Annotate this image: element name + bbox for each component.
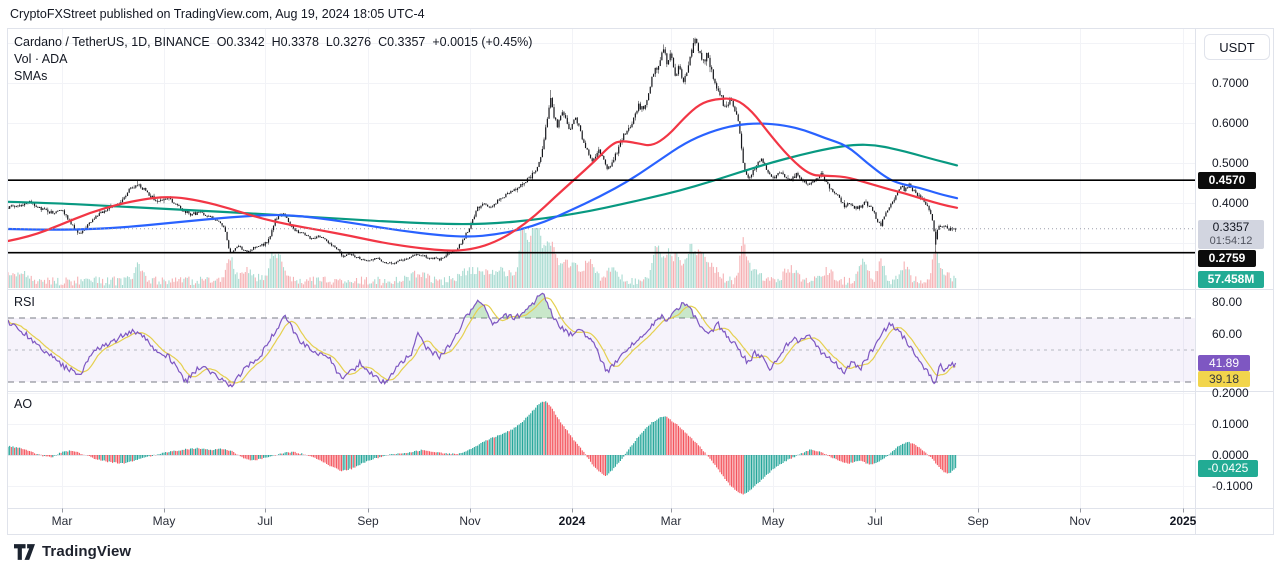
ao-axis-label: 0.0000 xyxy=(1212,448,1249,462)
ao-axis-label: 0.2000 xyxy=(1212,386,1249,400)
rsi-axis-label: 60.00 xyxy=(1212,327,1243,341)
tradingview-logo-text: TradingView xyxy=(42,543,132,560)
time-axis-label: Sep xyxy=(967,514,989,528)
time-axis-label: May xyxy=(152,514,176,528)
time-axis-label: Sep xyxy=(357,514,379,528)
price-axis[interactable]: 0.7000 0.6000 0.5000 0.4000 80.00 60.00 0.2000… xyxy=(1196,28,1274,535)
time-axis-label: Nov xyxy=(1069,514,1091,528)
rsi-axis-label: 80.00 xyxy=(1212,295,1243,309)
tradingview-logo-icon xyxy=(14,543,35,560)
time-axis-label: Mar xyxy=(51,514,73,528)
time-axis[interactable]: Mar May Jul Sep Nov 2024 Mar May Jul Sep Nov 2025 xyxy=(7,508,1197,535)
time-axis-label: 2024 xyxy=(558,514,586,528)
volume-value-badge: 57.458M xyxy=(1198,270,1264,288)
price-axis-label: 0.7000 xyxy=(1212,76,1249,90)
price-axis-label: 0.5000 xyxy=(1212,156,1249,170)
price-axis-label: 0.4000 xyxy=(1212,196,1249,210)
price-axis-label: 0.6000 xyxy=(1212,116,1249,130)
time-axis-label: 2025 xyxy=(1169,514,1197,528)
support-price-badge: 0.2759 xyxy=(1198,249,1256,267)
ao-value-badge: -0.0425 xyxy=(1198,459,1258,477)
time-axis-label: May xyxy=(761,514,785,528)
ao-axis-label: -0.1000 xyxy=(1212,479,1253,493)
tradingview-logo[interactable]: TradingView xyxy=(14,543,131,560)
time-axis-label: Mar xyxy=(660,514,682,528)
time-axis-label: Jul xyxy=(867,514,883,528)
time-axis-label: Nov xyxy=(459,514,481,528)
attribution-text: CryptoFXStreet published on TradingView.… xyxy=(10,7,425,21)
rsi-ma-value-badge: 39.18 xyxy=(1198,371,1250,387)
currency-toggle-button[interactable]: USDT xyxy=(1204,34,1270,60)
time-axis-label: Jul xyxy=(257,514,273,528)
ao-axis-label: 0.1000 xyxy=(1212,417,1249,431)
last-price-badge: 0.3357 01:54:12 xyxy=(1198,219,1264,249)
resistance-price-badge: 0.4570 xyxy=(1198,171,1256,189)
rsi-value-badge: 41.89 xyxy=(1198,355,1250,371)
